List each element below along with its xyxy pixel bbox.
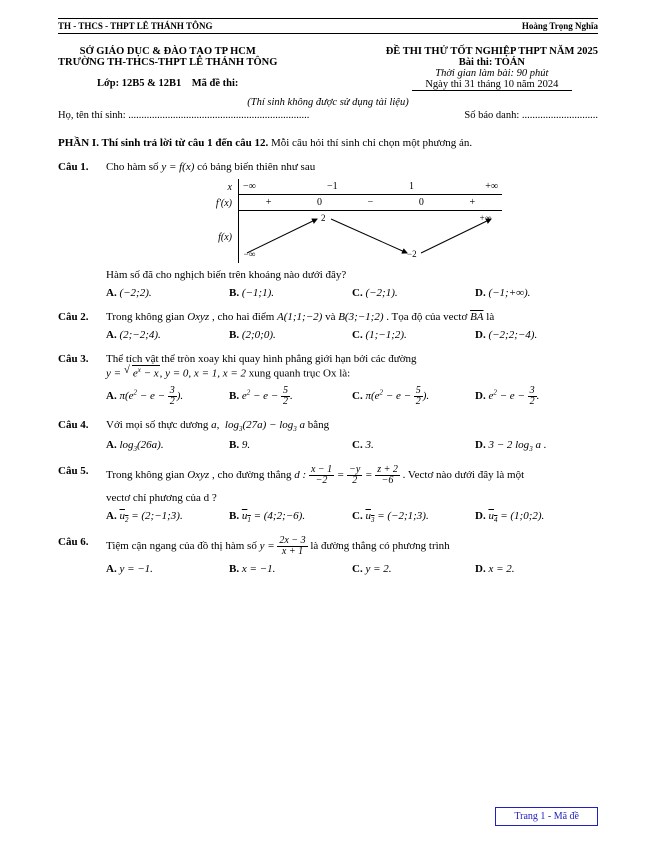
running-header: TH - THCS - THPT LÊ THÁNH TÔNG Hoàng Trọ… <box>58 21 598 34</box>
question-6: Câu 6. Tiệm cận ngang của đồ thị hàm số … <box>58 536 598 557</box>
exam-page: TH - THCS - THPT LÊ THÁNH TÔNG Hoàng Trọ… <box>0 0 648 844</box>
question-4: Câu 4. Với mọi số thực dương a, log3(27a… <box>58 419 598 433</box>
running-header-left: TH - THCS - THPT LÊ THÁNH TÔNG <box>58 21 212 31</box>
subject-line: Bài thi: TOÁN <box>386 57 598 68</box>
title-right: ĐỀ THI THỬ TỐT NGHIỆP THPT NĂM 2025 Bài … <box>386 46 598 91</box>
q3-options: A. π(e2 − e − 32). B. e2 − e − 52. C. π(… <box>58 386 598 407</box>
q1-func: y = f(x) <box>161 161 194 173</box>
exam-title: ĐỀ THI THỬ TỐT NGHIỆP THPT NĂM 2025 <box>386 46 598 57</box>
question-3: Câu 3. Thể tích vật thể tròn xoay khi qu… <box>58 353 598 380</box>
fill-line: Họ, tên thí sinh: ......................… <box>58 110 598 121</box>
section-1-title: PHẦN I. Thí sinh trả lời từ câu 1 đến câ… <box>58 137 598 149</box>
q3-eq: y = ex − x, y = 0, x = 1, x = 2 xung qua… <box>106 365 598 380</box>
page-footer: Trang 1 - Mã đề <box>495 807 598 826</box>
q1-options: A. (−2;2). B. (−1;1). C. (−2;1). D. (−1;… <box>58 287 598 299</box>
question-1: Câu 1. Cho hàm số y = f(x) có bảng biến … <box>58 161 598 281</box>
class-line: Lớp: 12B5 & 12B1 Mã đề thi: <box>58 78 277 89</box>
variation-table: x −∞ −1 1 +∞ f′(x) + 0 − 0 + <box>202 179 502 263</box>
question-2: Câu 2. Trong không gian Oxyz , cho hai đ… <box>58 311 598 323</box>
note-line: (Thí sinh không được sử dụng tài liệu) <box>58 97 598 108</box>
name-field: Họ, tên thí sinh: ......................… <box>58 110 309 121</box>
q5-options: A. u2 = (2;−1;3). B. u1 = (4;2;−6). C. u… <box>58 510 598 524</box>
question-5: Câu 5. Trong không gian Oxyz , cho đường… <box>58 465 598 504</box>
svg-text:2: 2 <box>321 213 326 223</box>
q6-options: A. y = −1. B. x = −1. C. y = 2. D. x = 2… <box>58 563 598 575</box>
title-block: SỞ GIÁO DỤC & ĐÀO TẠO TP HCM TRƯỜNG TH-T… <box>58 46 598 91</box>
duration-line: Thời gian làm bài: 90 phút <box>386 68 598 79</box>
id-field: Số báo danh: ...........................… <box>464 110 598 121</box>
svg-text:+∞: +∞ <box>479 213 492 223</box>
running-header-right: Hoàng Trọng Nghĩa <box>522 21 598 31</box>
school-line: TRƯỜNG TH-THCS-THPT LÊ THÁNH TÔNG <box>58 57 277 68</box>
svg-text:−∞: −∞ <box>243 249 256 259</box>
dept-line: SỞ GIÁO DỤC & ĐÀO TẠO TP HCM <box>58 46 277 57</box>
title-left: SỞ GIÁO DỤC & ĐÀO TẠO TP HCM TRƯỜNG TH-T… <box>58 46 277 91</box>
date-line: Ngày thi 31 tháng 10 năm 2024 <box>412 79 572 91</box>
q2-options: A. (2;−2;4). B. (2;0;0). C. (1;−1;2). D.… <box>58 329 598 341</box>
svg-text:−2: −2 <box>407 249 417 259</box>
variation-arrows: −∞ 2 −2 +∞ <box>239 211 499 259</box>
q4-options: A. log3(26a). B. 9. C. 3. D. 3 − 2 log3 … <box>58 439 598 453</box>
